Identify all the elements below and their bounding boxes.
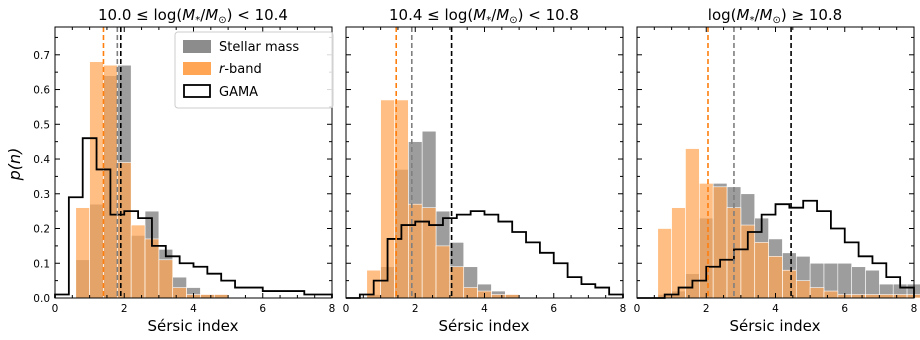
panel-3-stellar-mass-bar [837,262,852,299]
panel-3-x-tick-label: 8 [911,303,918,315]
y-axis-label: p(n) [5,148,24,182]
panel-3-r-band-bar [851,294,866,299]
panel-3-x-tick-label: 2 [703,303,710,315]
panel-3-r-band-bar [865,294,880,299]
panel-2-title-suffix: ) < 10.8 [518,6,579,24]
panel-3-r-band-bar [879,294,894,299]
panel-1-r-band-bar [117,162,132,299]
panel-2-x-axis-label: Sérsic index [439,317,530,335]
panel-3: log(M*/M⊙) ≥ 10.8 Sérsic index 0 2 4 6 8 [634,6,920,335]
panel-3-r-band-bar [782,269,797,299]
panel-2-x-tick-label: 0 [343,303,350,315]
panel-3-title-suffix: ) ≥ 10.8 [781,6,842,24]
panel-1-r-band-bar [130,224,146,299]
panel-3-x-tick-label: 6 [841,303,848,315]
panel-2-r-band-bar [408,203,423,299]
panel-1-r-band-bar [200,294,215,299]
panel-1-r-band-bar [89,61,104,299]
panel-2-x-tick-label: 8 [620,303,627,315]
panel-1-title: 10.0 ≤ log(M*/M⊙) < 10.4 [98,6,288,26]
panel-1-r-band-bar [158,259,174,299]
y-tick-label: 0.6 [33,85,50,97]
y-tick-label: 0.2 [33,224,50,236]
panel-3-r-band-bar [671,207,686,299]
panel-3-r-band-bar [712,186,728,299]
panel-2: 10.4 ≤ log(M*/M⊙) < 10.8 Sérsic index 0 2… [343,6,627,335]
panel-1-r-band-bar [75,207,90,299]
legend-swatch-r-band [183,62,211,75]
panel-1-r-band-bar [213,294,229,299]
panel-3-r-band-bar [754,242,769,299]
panel-3-title-prefix: log( [708,6,737,24]
panel-3-x-tick-label: 4 [772,303,779,315]
panel-1-r-band-bar [144,238,160,299]
legend-label-stellar-mass: Stellar mass [219,40,299,55]
panel-3-r-band-bar [892,294,908,299]
panel-3-r-band-bar [657,228,672,299]
panel-2-title-prefix: 10.4 ≤ log( [389,6,473,24]
panel-2-r-band-bar [435,245,451,299]
panel-3-x-axis-label: Sérsic index [730,317,821,335]
panel-3-plot-area: 0 2 4 6 8 [634,26,920,315]
panel-1-x-axis-label: Sérsic index [148,317,239,335]
panel-2-x-tick-label: 2 [412,303,419,315]
panel-3-title: log(M*/M⊙) ≥ 10.8 [708,6,842,26]
legend-label-r-band: r-band [219,62,262,77]
panel-3-gama-step-line [637,199,915,299]
y-tick-label: 0.5 [33,119,50,131]
panel-2-r-band-bar [504,294,520,299]
legend-swatch-stellar-mass [183,40,211,53]
y-tick-label: 0.1 [33,258,50,270]
legend-label-gama: GAMA [219,85,258,100]
y-tick-label: 0.0 [33,293,50,305]
panel-3-r-band-bar [685,148,700,299]
panel-1-x-tick-label: 2 [121,303,128,315]
panel-1-plot-area: 0 2 4 6 8 0.0 0.1 0.2 0.3 0.4 0.5 0.6 0.7 [33,26,336,315]
y-tick-label: 0.4 [33,154,50,166]
y-tick-label: 0.7 [33,50,50,62]
panel-2-x-tick-label: 6 [550,303,557,315]
panel-2-plot-area: 0 2 4 6 8 [343,26,627,315]
panel-3-r-band-bar [823,290,839,299]
panel-3-stellar-mass-bar [851,266,866,299]
panel-3-r-band-bar [809,287,825,299]
panel-1-title-suffix: ) < 10.4 [227,6,288,24]
panel-2-title: 10.4 ≤ log(M*/M⊙) < 10.8 [389,6,579,26]
panel-2-r-band-bar [463,287,478,299]
panel-1-x-tick-label: 0 [52,303,59,315]
panel-3-x-tick-label: 0 [634,303,641,315]
panel-3-r-band-bar [795,280,811,299]
panel-1-x-tick-label: 8 [329,303,336,315]
panel-2-x-tick-label: 4 [481,303,488,315]
panel-1-gama-step-line [54,137,333,298]
panel-3-r-band-bar [768,256,783,299]
legend-frame [174,31,334,109]
panel-2-r-band-bar [491,294,506,299]
panel-1: 10.0 ≤ log(M*/M⊙) < 10.4 Sérsic index 0 2… [33,6,335,335]
panel-1-title-prefix: 10.0 ≤ log( [98,6,182,24]
legend-swatch-gama [183,84,211,98]
legend: Stellar mass r-band GAMA [174,31,334,109]
panel-1-r-band-bar [172,287,187,299]
panel-1-x-tick-label: 4 [190,303,197,315]
panel-1-x-tick-label: 6 [259,303,266,315]
panel-3-stellar-mass-bar [865,269,880,299]
y-tick-label: 0.3 [33,189,50,201]
